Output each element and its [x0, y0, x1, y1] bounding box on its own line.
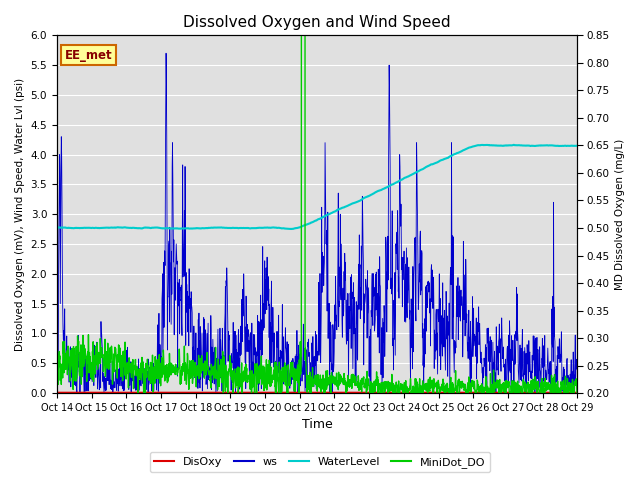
- Y-axis label: Dissolved Oxygen (mV), Wind Speed, Water Lvl (psi): Dissolved Oxygen (mV), Wind Speed, Water…: [15, 78, 25, 351]
- Title: Dissolved Oxygen and Wind Speed: Dissolved Oxygen and Wind Speed: [183, 15, 451, 30]
- Text: EE_met: EE_met: [65, 48, 113, 61]
- Y-axis label: MD Dissolved Oxygen (mg/L): MD Dissolved Oxygen (mg/L): [615, 139, 625, 290]
- X-axis label: Time: Time: [301, 419, 332, 432]
- Legend: DisOxy, ws, WaterLevel, MiniDot_DO: DisOxy, ws, WaterLevel, MiniDot_DO: [150, 452, 490, 472]
